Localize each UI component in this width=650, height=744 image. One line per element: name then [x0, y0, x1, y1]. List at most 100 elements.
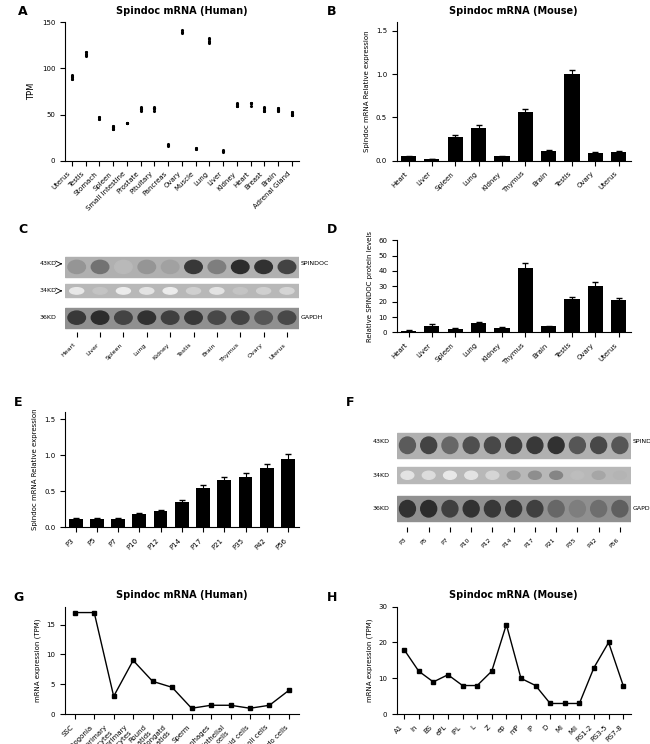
Bar	[541, 151, 556, 161]
Ellipse shape	[442, 501, 458, 517]
Ellipse shape	[400, 501, 415, 517]
Ellipse shape	[569, 437, 586, 454]
Bar	[564, 74, 580, 161]
Ellipse shape	[484, 501, 500, 517]
Bar	[65, 307, 299, 328]
Point	[149, 103, 159, 115]
Point	[218, 144, 228, 156]
Bar	[111, 519, 125, 527]
Point	[287, 109, 297, 121]
Ellipse shape	[507, 471, 520, 479]
Bar	[217, 481, 231, 527]
Ellipse shape	[421, 501, 437, 517]
Text: D: D	[327, 222, 337, 236]
Text: 34KD: 34KD	[372, 472, 389, 478]
Point	[259, 102, 270, 114]
Point	[231, 100, 242, 112]
Point	[135, 105, 146, 117]
Ellipse shape	[255, 260, 272, 274]
Ellipse shape	[163, 288, 177, 294]
Point	[108, 120, 118, 132]
Point	[177, 25, 187, 37]
Text: 36KD: 36KD	[372, 506, 389, 511]
Point	[122, 118, 132, 129]
Title: Spindoc mRNA (Mouse): Spindoc mRNA (Mouse)	[449, 590, 578, 600]
Bar	[448, 329, 463, 333]
Point	[135, 101, 146, 113]
Ellipse shape	[614, 471, 626, 479]
Point	[231, 98, 242, 110]
Ellipse shape	[569, 501, 586, 517]
Ellipse shape	[210, 288, 224, 294]
Bar	[611, 300, 627, 333]
Point	[67, 68, 77, 80]
Y-axis label: mRNA expression (TPM): mRNA expression (TPM)	[366, 619, 372, 702]
Point	[218, 146, 228, 158]
Text: 43KD: 43KD	[40, 261, 57, 266]
Point	[177, 28, 187, 39]
Ellipse shape	[421, 437, 437, 454]
Ellipse shape	[114, 311, 132, 324]
Point	[149, 105, 159, 117]
Text: B: B	[327, 5, 336, 19]
Bar	[239, 477, 252, 527]
Ellipse shape	[70, 288, 84, 294]
Ellipse shape	[527, 501, 543, 517]
Ellipse shape	[443, 471, 456, 479]
Point	[94, 113, 105, 125]
Ellipse shape	[465, 471, 478, 479]
Y-axis label: TPM: TPM	[27, 83, 36, 100]
Ellipse shape	[68, 260, 85, 274]
Text: G: G	[14, 591, 24, 604]
Bar	[471, 323, 486, 333]
Ellipse shape	[116, 288, 131, 294]
Point	[163, 140, 174, 152]
Ellipse shape	[91, 260, 109, 274]
Text: H: H	[327, 591, 337, 604]
Point	[231, 97, 242, 109]
Point	[81, 49, 91, 61]
Bar	[90, 519, 104, 527]
Point	[273, 105, 283, 117]
Point	[231, 99, 242, 111]
Bar	[471, 128, 486, 161]
Text: E: E	[14, 396, 22, 409]
Point	[108, 121, 118, 133]
Bar	[541, 327, 556, 333]
Point	[67, 70, 77, 82]
Point	[135, 103, 146, 115]
Y-axis label: Relative SPINDOC protein levels: Relative SPINDOC protein levels	[367, 231, 372, 341]
Point	[81, 50, 91, 62]
Point	[259, 105, 270, 117]
Bar	[448, 136, 463, 161]
Point	[94, 113, 105, 125]
Ellipse shape	[278, 311, 296, 324]
Ellipse shape	[527, 437, 543, 454]
Text: A: A	[18, 5, 28, 19]
Point	[108, 121, 118, 132]
Ellipse shape	[548, 501, 564, 517]
Point	[149, 103, 159, 115]
Point	[204, 32, 214, 44]
Ellipse shape	[91, 311, 109, 324]
Point	[135, 103, 146, 115]
Point	[287, 109, 297, 121]
Ellipse shape	[255, 311, 272, 324]
Ellipse shape	[161, 260, 179, 274]
Ellipse shape	[550, 471, 562, 479]
Ellipse shape	[257, 288, 270, 294]
Bar	[588, 286, 603, 333]
Ellipse shape	[208, 311, 226, 324]
Point	[122, 117, 132, 129]
Title: Spindoc mRNA (Human): Spindoc mRNA (Human)	[116, 590, 248, 600]
Point	[204, 37, 214, 49]
Ellipse shape	[506, 437, 522, 454]
Point	[108, 121, 118, 133]
Title: Spindoc mRNA (Mouse): Spindoc mRNA (Mouse)	[449, 6, 578, 16]
Text: SPINDOC: SPINDOC	[632, 439, 650, 444]
Ellipse shape	[463, 437, 479, 454]
Bar	[260, 468, 274, 527]
Ellipse shape	[93, 288, 107, 294]
Point	[273, 103, 283, 115]
Ellipse shape	[68, 311, 85, 324]
